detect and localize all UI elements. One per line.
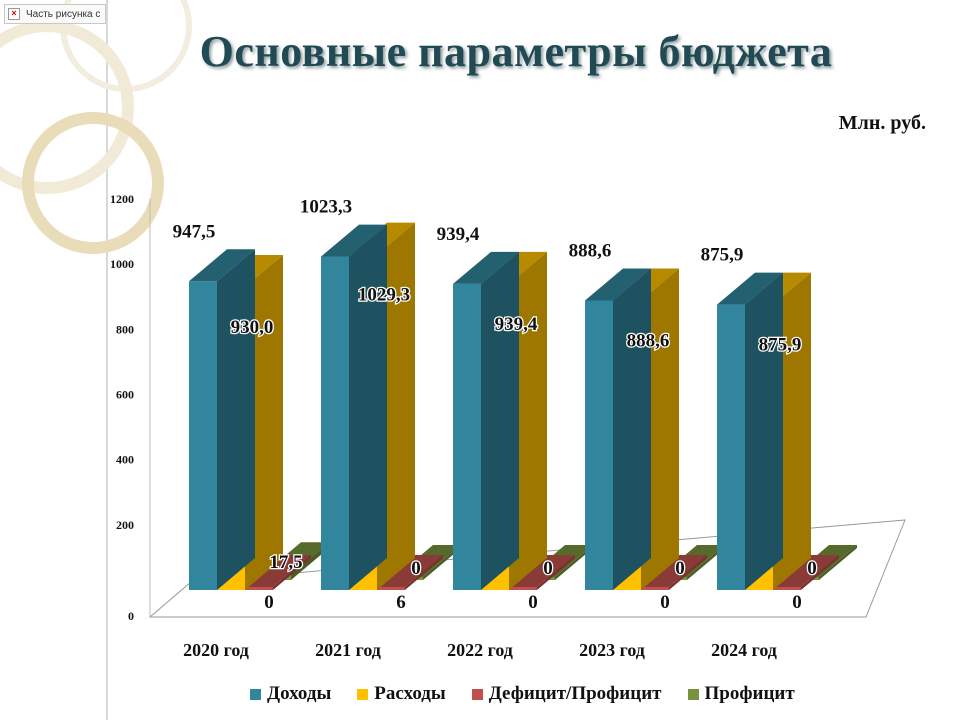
bar-side	[819, 545, 857, 580]
bar-top	[717, 272, 783, 305]
legend-label: Доходы	[267, 683, 332, 704]
bar-top	[245, 555, 311, 587]
bar-side	[687, 545, 725, 580]
bar-side	[481, 251, 519, 590]
y-tick-label: 1200	[110, 192, 134, 206]
legend-item: Расходы	[357, 683, 446, 705]
data-label-surplus: 0	[807, 558, 817, 579]
data-label-expense: 1029,3	[358, 285, 410, 306]
data-label-income: 1023,3	[300, 197, 352, 218]
bar-top	[453, 251, 519, 284]
data-label-income: 875,9	[701, 245, 744, 266]
y-tick-label: 1000	[110, 257, 134, 271]
bar-side	[555, 545, 593, 580]
legend-label: Дефицит/Профицит	[488, 683, 662, 704]
bar-side	[613, 268, 651, 590]
data-label-deficit: 0	[528, 592, 538, 613]
bar-side	[291, 542, 329, 580]
x-category-label: 2023 год	[579, 640, 645, 660]
bar-top	[509, 555, 575, 587]
data-label-deficit: 0	[660, 592, 670, 613]
bar-front	[641, 587, 669, 590]
legend-label: Расходы	[374, 683, 446, 704]
bar-side	[423, 545, 461, 580]
data-label-deficit: 6	[396, 592, 406, 613]
bar-side	[537, 555, 575, 590]
data-label-expense: 930,0	[231, 317, 274, 338]
bar-front	[585, 300, 613, 590]
bar-top	[189, 249, 255, 282]
data-label-expense: 939,4	[495, 314, 538, 335]
bar-front	[189, 281, 217, 590]
legend-swatch	[471, 688, 483, 700]
placeholder-label: Часть рисунка с	[26, 8, 101, 20]
legend-item: Доходы	[250, 683, 331, 705]
page-title: Основные параметры бюджета	[199, 27, 833, 76]
bar-front	[453, 283, 481, 590]
data-label-income: 939,4	[437, 224, 480, 245]
x-category-label: 2021 год	[315, 640, 381, 660]
y-tick-label: 0	[128, 609, 134, 623]
legend-item: Профицит	[687, 683, 795, 705]
bar-top	[773, 555, 839, 587]
data-label-surplus: 0	[411, 558, 421, 579]
data-label-deficit: 0	[264, 592, 274, 613]
data-label-deficit: 0	[792, 592, 802, 613]
legend-swatch	[250, 688, 261, 700]
bar-side	[801, 555, 839, 590]
legend-label: Профицит	[704, 683, 795, 704]
data-label-expense: 875,9	[759, 335, 802, 356]
bar-top	[641, 555, 707, 587]
bar-side	[273, 555, 311, 590]
bar-front	[773, 587, 801, 590]
bar-front	[717, 304, 745, 590]
data-label-expense: 888,6	[627, 330, 670, 351]
bar-side	[669, 555, 707, 590]
x-category-label: 2024 год	[711, 640, 777, 660]
bar-side	[217, 249, 255, 590]
data-label-income: 888,6	[569, 240, 612, 261]
bar-front	[377, 587, 405, 590]
data-label-surplus: 0	[543, 558, 553, 579]
legend-swatch	[687, 688, 699, 700]
bar-side	[405, 555, 443, 590]
y-tick-label: 600	[116, 388, 134, 402]
data-label-surplus: 0	[675, 558, 685, 579]
broken-image-icon: ×	[8, 8, 20, 20]
legend-swatch	[357, 688, 369, 700]
chart-legend: Доходы Расходы Дефицит/Профицит Профицит	[250, 682, 795, 706]
legend-item: Дефицит/Профицит	[471, 683, 662, 705]
x-category-label: 2020 год	[183, 640, 249, 660]
bar-side	[349, 224, 387, 590]
x-category-label: 2022 год	[447, 640, 513, 660]
data-label-income: 947,5	[173, 221, 216, 242]
bar-top	[321, 224, 387, 257]
bar-side	[745, 272, 783, 590]
data-label-surplus: 17,5	[269, 552, 302, 573]
y-tick-label: 400	[116, 453, 134, 467]
bar-front	[509, 587, 537, 590]
bar-top	[377, 555, 443, 587]
units-label: Млн. руб.	[838, 112, 926, 134]
y-tick-label: 200	[116, 518, 134, 532]
bar-front	[321, 256, 349, 590]
bar-top	[585, 268, 651, 301]
broken-image-placeholder: × Часть рисунка с	[4, 4, 106, 24]
bar-front	[245, 587, 273, 590]
y-tick-label: 800	[116, 322, 134, 336]
